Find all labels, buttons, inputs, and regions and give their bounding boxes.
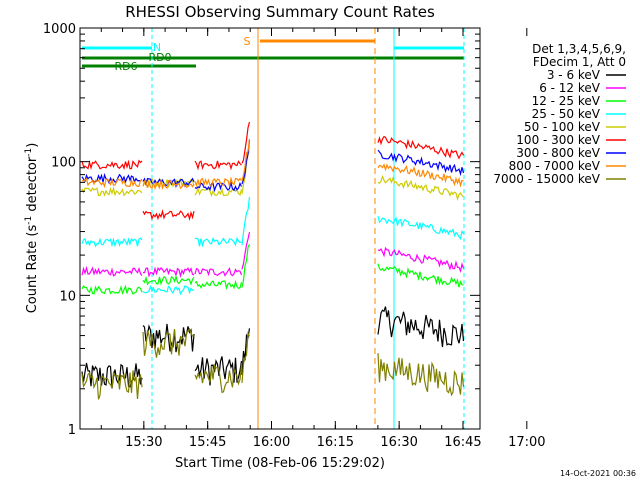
legend-label: 3 - 6 keV bbox=[547, 68, 601, 82]
series-line bbox=[81, 306, 465, 389]
ticks-layer: 15:30 15:45 16:00 16:15 16:30 16:45 17:00 1 10 10… bbox=[43, 22, 546, 450]
y-axis-label: Count Rate (s-1 detector-1) bbox=[24, 143, 40, 314]
y-tick-label: 100 bbox=[51, 156, 76, 171]
series-line bbox=[81, 139, 464, 191]
legend-label: 800 - 7000 keV bbox=[509, 159, 601, 173]
legend-label: 100 - 300 keV bbox=[516, 133, 600, 147]
flag-label-n: N bbox=[153, 41, 161, 54]
x-tick-label: 16:45 bbox=[444, 435, 481, 450]
x-tick-label: 17:00 bbox=[508, 435, 545, 450]
x-tick-label: 16:30 bbox=[380, 435, 417, 450]
legend-label: 7000 - 15000 keV bbox=[493, 172, 600, 186]
legend-header-line1: Det 1,3,4,5,6,9, bbox=[532, 42, 626, 56]
flag-label-rd0: RD0 bbox=[148, 51, 171, 64]
flag-label-rd6: RD6 bbox=[114, 60, 137, 73]
flag-label-s: S bbox=[244, 35, 251, 48]
plot-frame bbox=[79, 27, 481, 430]
y-tick-label: 10 bbox=[59, 289, 76, 304]
legend: Det 1,3,4,5,6,9, FDecim 1, Att 0 3 - 6 k… bbox=[493, 42, 626, 186]
legend-label: 6 - 12 keV bbox=[539, 81, 601, 95]
x-tick-label: 15:45 bbox=[189, 435, 226, 450]
y-tick-label: 1 bbox=[68, 423, 76, 438]
series-line bbox=[81, 231, 465, 279]
chart-title: RHESSI Observing Summary Count Rates bbox=[125, 3, 435, 21]
x-tick-label: 16:00 bbox=[253, 435, 290, 450]
legend-label: 12 - 25 keV bbox=[532, 94, 601, 108]
series-line bbox=[81, 243, 464, 295]
legend-label: 50 - 100 keV bbox=[524, 120, 601, 134]
series-layer bbox=[81, 121, 465, 400]
x-tick-label: 16:15 bbox=[317, 435, 354, 450]
legend-label: 25 - 50 keV bbox=[532, 107, 601, 121]
series-line bbox=[81, 150, 464, 202]
footer-date: 14-Oct-2021 00:36 bbox=[560, 469, 636, 478]
series-line bbox=[81, 196, 465, 296]
x-axis-label: Start Time (08-Feb-06 15:29:02) bbox=[175, 456, 385, 471]
legend-label: 300 - 800 keV bbox=[516, 146, 600, 160]
series-line bbox=[81, 327, 465, 400]
y-tick-label: 1000 bbox=[43, 22, 76, 37]
series-line bbox=[81, 121, 465, 221]
x-tick-label: 15:30 bbox=[125, 435, 162, 450]
legend-header-line2: FDecim 1, Att 0 bbox=[533, 55, 626, 69]
